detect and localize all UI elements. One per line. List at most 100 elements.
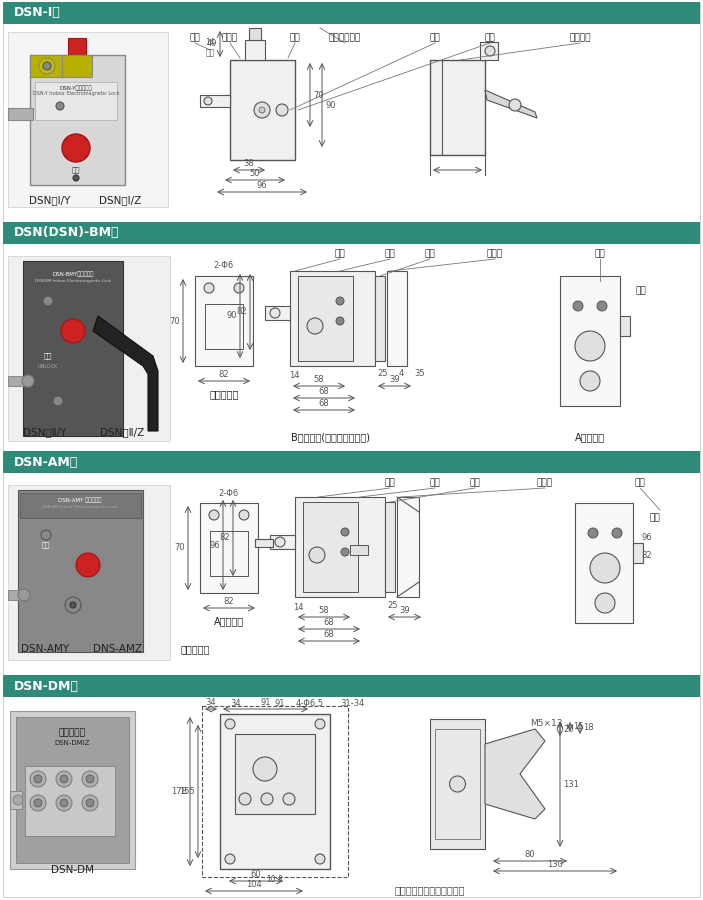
Bar (68, 38, 86, 58)
Text: DSN－Ⅱ/Z: DSN－Ⅱ/Z (100, 427, 144, 437)
Text: B、手柄式(图示为右侧安装): B、手柄式(图示为右侧安装) (290, 432, 370, 442)
Text: DSN-Y户内电磁锁: DSN-Y户内电磁锁 (60, 86, 92, 91)
Circle shape (485, 46, 495, 56)
Bar (480, 42, 498, 60)
Bar (255, 539, 273, 547)
Circle shape (580, 371, 600, 391)
Text: DSN-DM型: DSN-DM型 (14, 680, 79, 692)
Text: 96: 96 (641, 534, 652, 543)
Text: 60: 60 (251, 870, 262, 879)
Bar (303, 502, 358, 592)
Circle shape (56, 795, 72, 811)
Text: 104: 104 (246, 880, 262, 889)
Text: 155: 155 (179, 787, 195, 796)
Circle shape (34, 799, 42, 807)
Text: 80: 80 (524, 850, 535, 859)
Text: 柜门开孔图: 柜门开孔图 (180, 644, 209, 654)
Bar (620, 316, 630, 336)
Bar (8, 108, 33, 120)
Circle shape (22, 375, 34, 387)
Text: UNLOCK: UNLOCK (38, 364, 58, 368)
Text: DNS-AMZ: DNS-AMZ (93, 644, 143, 654)
Text: 保安螺钉拔钮: 保安螺钉拔钮 (329, 33, 361, 42)
Circle shape (595, 593, 615, 613)
Text: 20: 20 (563, 724, 574, 733)
Bar (560, 276, 620, 406)
Circle shape (60, 799, 68, 807)
Text: 39: 39 (399, 606, 410, 615)
Bar (10, 711, 135, 869)
Bar (20, 493, 141, 518)
Text: 68: 68 (323, 618, 335, 627)
Bar (3, 451, 700, 473)
Bar (430, 60, 485, 155)
Text: 开锁: 开锁 (44, 353, 52, 359)
Bar (205, 304, 243, 349)
Circle shape (239, 510, 249, 520)
Text: 58: 58 (318, 606, 329, 615)
Text: 柜门: 柜门 (470, 479, 480, 488)
Bar (23, 261, 123, 436)
Circle shape (270, 308, 280, 318)
Bar (397, 497, 419, 597)
Circle shape (341, 548, 349, 556)
Text: DSN-BMY户内电磁锁: DSN-BMY户内电磁锁 (52, 271, 93, 277)
Circle shape (588, 528, 598, 538)
Bar (633, 543, 643, 563)
Text: M5×13: M5×13 (530, 719, 562, 728)
Text: 按钮: 按钮 (290, 33, 300, 42)
Text: 70: 70 (169, 317, 180, 326)
Bar (220, 714, 330, 869)
Text: DSN-Ⅰ型: DSN-Ⅰ型 (14, 6, 60, 20)
Bar (3, 675, 700, 697)
Text: 68: 68 (318, 387, 330, 396)
Text: 90: 90 (226, 311, 237, 320)
Circle shape (573, 301, 583, 311)
Text: 178: 178 (171, 787, 187, 796)
Circle shape (43, 296, 53, 306)
Circle shape (73, 175, 79, 181)
Text: 96: 96 (209, 541, 220, 550)
Text: 14: 14 (289, 372, 299, 381)
Bar (298, 276, 353, 361)
Text: 2-Φ6: 2-Φ6 (219, 489, 239, 498)
Text: 35: 35 (415, 370, 425, 379)
Circle shape (204, 97, 212, 105)
Text: 14
行程: 14 行程 (205, 39, 215, 58)
Text: DSN-DMIZ: DSN-DMIZ (54, 740, 90, 746)
Text: 39: 39 (389, 375, 400, 384)
Circle shape (56, 102, 64, 110)
Circle shape (254, 102, 270, 118)
Circle shape (86, 799, 94, 807)
Text: 91: 91 (275, 698, 285, 707)
Circle shape (283, 793, 295, 805)
Bar (8, 376, 26, 386)
Circle shape (253, 757, 277, 781)
Text: 68: 68 (318, 399, 330, 408)
Circle shape (62, 134, 90, 162)
Circle shape (82, 795, 98, 811)
Text: DSN-Y Indoor Electromagnetic Lock: DSN-Y Indoor Electromagnetic Lock (33, 92, 120, 96)
Bar (230, 60, 295, 160)
Circle shape (53, 396, 63, 406)
Text: 拨钮: 拨钮 (635, 479, 645, 488)
Text: DSN-DM: DSN-DM (51, 865, 94, 875)
Text: DSN－Ⅰ/Y: DSN－Ⅰ/Y (30, 195, 71, 205)
Text: 31-34: 31-34 (340, 698, 364, 707)
Bar (245, 40, 265, 60)
Circle shape (18, 589, 30, 601)
Bar (385, 502, 395, 592)
Circle shape (259, 107, 265, 113)
Text: 131: 131 (563, 780, 579, 789)
Circle shape (234, 283, 244, 293)
Bar (430, 719, 485, 849)
Text: DSN(DSN)-BM型: DSN(DSN)-BM型 (14, 227, 120, 239)
Bar (195, 276, 253, 366)
Text: 锁体: 锁体 (430, 479, 440, 488)
Text: 130: 130 (547, 860, 563, 869)
Bar (575, 503, 633, 623)
Text: 户内电磁锁: 户内电磁锁 (58, 728, 86, 737)
Text: 91: 91 (260, 698, 271, 707)
Bar (8, 256, 170, 441)
Bar (16, 717, 129, 863)
